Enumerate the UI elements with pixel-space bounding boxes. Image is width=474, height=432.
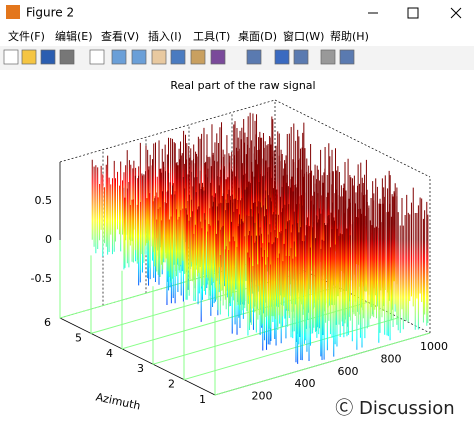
plot-title: Real part of the raw signal xyxy=(170,79,315,92)
y-tick-label: 3 xyxy=(137,362,144,375)
toolbar-button[interactable] xyxy=(294,50,308,64)
toolbar-button[interactable] xyxy=(340,50,354,64)
y-tick-label: 4 xyxy=(106,347,113,360)
toolbar-button[interactable] xyxy=(191,50,205,64)
toolbar-button[interactable] xyxy=(171,50,185,64)
toolbar-button[interactable] xyxy=(132,50,146,64)
z-tick-label: -0.5 xyxy=(31,272,52,285)
toolbar-button[interactable] xyxy=(247,50,261,64)
x-tick-label: 400 xyxy=(295,377,316,390)
toolbar-button[interactable] xyxy=(211,50,225,64)
app-icon xyxy=(6,5,20,19)
x-tick-label: 600 xyxy=(338,365,359,378)
x-tick-label: 1000 xyxy=(420,340,448,353)
y-tick-label: 6 xyxy=(44,316,51,329)
toolbar-button[interactable] xyxy=(321,50,335,64)
toolbar-button[interactable] xyxy=(152,50,166,64)
toolbar-button[interactable] xyxy=(4,50,18,64)
toolbar-button[interactable] xyxy=(90,50,104,64)
y-tick-label: 2 xyxy=(168,378,175,391)
menu-item[interactable]: 窗口(W) xyxy=(283,29,324,43)
y-tick-label: 1 xyxy=(199,393,206,406)
menu-item[interactable]: 桌面(D) xyxy=(238,30,277,43)
y-tick-label: 5 xyxy=(75,331,82,344)
menu-item[interactable]: 帮助(H) xyxy=(330,29,369,43)
toolbar-button[interactable] xyxy=(22,50,36,64)
watermark: Ⓒ Discussion xyxy=(335,398,454,419)
menu-item[interactable]: 编辑(E) xyxy=(55,29,93,43)
menu-item[interactable]: 工具(T) xyxy=(193,30,230,43)
toolbar-button[interactable] xyxy=(60,50,74,64)
menu-item[interactable]: 插入(I) xyxy=(148,29,182,43)
z-tick-label: 0.5 xyxy=(35,194,53,207)
window-title: Figure 2 xyxy=(26,6,74,20)
toolbar-button[interactable] xyxy=(112,50,126,64)
menu-item[interactable]: 查看(V) xyxy=(101,29,139,43)
x-tick-label: 200 xyxy=(252,390,273,403)
toolbar-button[interactable] xyxy=(41,50,55,64)
z-tick-label: 0 xyxy=(45,233,52,246)
toolbar-button[interactable] xyxy=(275,50,289,64)
x-tick-label: 800 xyxy=(381,352,402,365)
menu-item[interactable]: 文件(F) xyxy=(8,29,45,43)
